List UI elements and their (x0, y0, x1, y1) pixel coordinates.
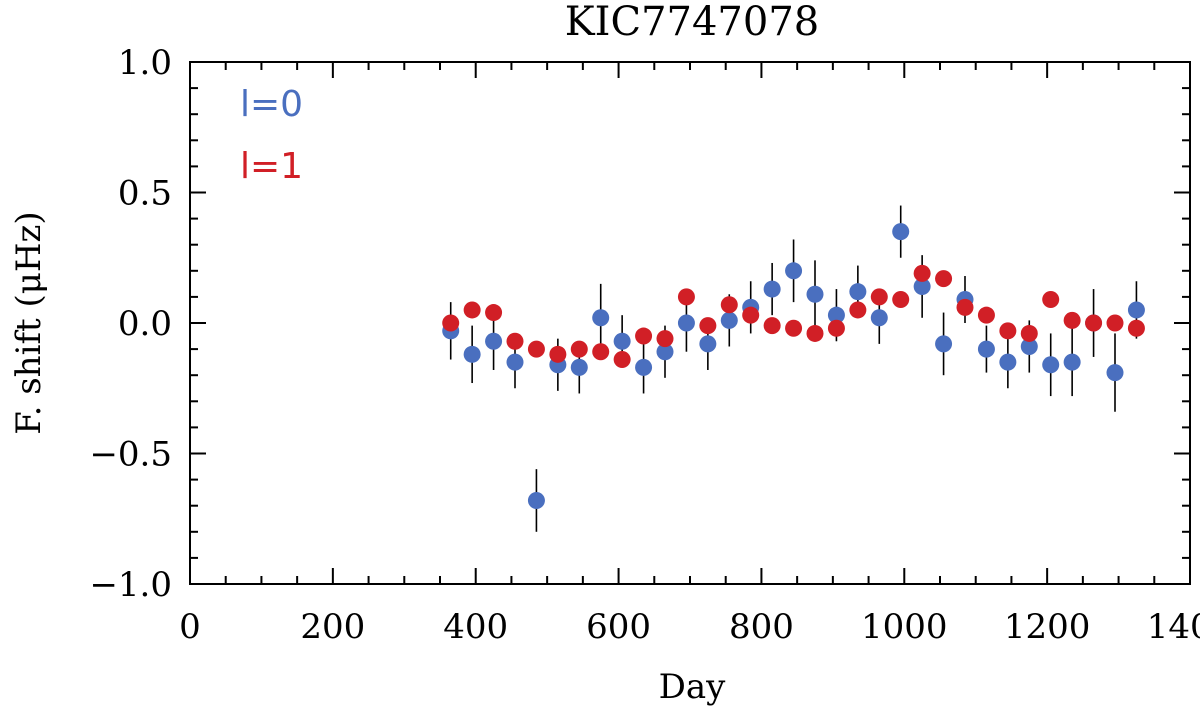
l1-point (892, 291, 910, 309)
l1-point (849, 301, 867, 319)
x-tick-label: 600 (586, 607, 651, 647)
l0-point (720, 311, 738, 329)
l0-point (656, 343, 674, 361)
x-tick-label: 1200 (1004, 607, 1091, 647)
l1-point (870, 288, 888, 306)
l0-point (892, 223, 910, 241)
l1-point (763, 317, 781, 335)
l1-point (699, 317, 717, 335)
y-axis-label: F. shift (μHz) (9, 211, 49, 434)
l0-point (1020, 337, 1038, 355)
l0-point (913, 277, 931, 295)
l1-point (1020, 324, 1038, 342)
l0-point (527, 491, 545, 509)
plot-area (442, 205, 1145, 532)
l0-point (635, 358, 653, 376)
l0-point (1063, 353, 1081, 371)
x-axis-label: Day (659, 667, 727, 707)
l1-point (956, 298, 974, 316)
x-tick-label: 400 (443, 607, 508, 647)
l1-point (1063, 311, 1081, 329)
y-tick-label: −0.5 (89, 435, 172, 475)
l0-point (592, 309, 610, 327)
y-tick-label: −1.0 (89, 565, 172, 605)
x-tick-label: 1400 (1147, 607, 1200, 647)
l0-point (613, 332, 631, 350)
l0-point (806, 285, 824, 303)
l1-point (677, 288, 695, 306)
l0-point (935, 335, 953, 353)
l1-point (977, 306, 995, 324)
l1-point (999, 322, 1017, 340)
l0-point (763, 280, 781, 298)
y-tick-label: 0.5 (118, 174, 172, 214)
l0-point (785, 262, 803, 280)
l1-point (570, 340, 588, 358)
chart-title: KIC7747078 (565, 0, 819, 45)
y-axis: −1.0 −0.5 0.0 0.5 1.0 (89, 43, 1190, 605)
l0-point (506, 353, 524, 371)
x-tick-label: 0 (179, 607, 201, 647)
l0-point (1042, 356, 1060, 374)
x-tick-label: 200 (300, 607, 365, 647)
legend-entry-l1: l=1 (240, 146, 303, 187)
l1-point (720, 296, 738, 314)
l1-point (913, 264, 931, 282)
l0-point (977, 340, 995, 358)
x-tick-label: 1000 (861, 607, 948, 647)
l1-point (506, 332, 524, 350)
l1-point (527, 340, 545, 358)
l0-point (827, 306, 845, 324)
l0-point (999, 353, 1017, 371)
l1-point (1085, 314, 1103, 332)
legend-entry-l0: l=0 (240, 84, 303, 125)
l0-point (699, 335, 717, 353)
l1-point (592, 343, 610, 361)
l1-point (1042, 291, 1060, 309)
l1-point (742, 306, 760, 324)
l1-point (806, 324, 824, 342)
l1-point (935, 270, 953, 288)
x-axis: 0 200 400 600 800 1000 1200 1400 (179, 62, 1200, 647)
l1-point (656, 330, 674, 348)
l1-point (635, 327, 653, 345)
l0-point (485, 332, 503, 350)
l0-point (1127, 301, 1145, 319)
x-tick-label: 800 (729, 607, 794, 647)
l0-point (570, 358, 588, 376)
l0-point (870, 309, 888, 327)
l0-point (1106, 364, 1124, 382)
l1-point (442, 314, 460, 332)
l1-point (549, 345, 567, 363)
y-tick-label: 0.0 (118, 304, 172, 344)
l1-point (785, 319, 803, 337)
l1-point (463, 301, 481, 319)
l0-point (677, 314, 695, 332)
y-tick-label: 1.0 (118, 43, 172, 83)
l1-point (485, 304, 503, 322)
l0-point (463, 345, 481, 363)
l0-point (849, 283, 867, 301)
l1-point (1127, 319, 1145, 337)
l1-point (1106, 314, 1124, 332)
l1-point (613, 351, 631, 369)
l1-point (827, 319, 845, 337)
